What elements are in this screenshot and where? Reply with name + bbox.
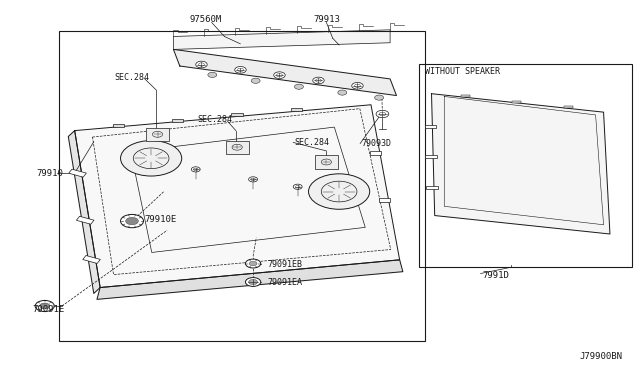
Circle shape [120, 214, 143, 228]
Circle shape [35, 301, 54, 311]
Circle shape [196, 61, 207, 68]
Circle shape [248, 279, 257, 285]
Polygon shape [173, 30, 390, 49]
Bar [513, 101, 522, 103]
Bar [83, 256, 100, 263]
Text: 79091EB: 79091EB [268, 260, 303, 269]
Polygon shape [75, 105, 399, 288]
Bar [172, 119, 184, 122]
Text: 97560M: 97560M [189, 15, 221, 24]
Text: SEC.284: SEC.284 [198, 115, 233, 124]
Polygon shape [68, 131, 100, 294]
Bar [426, 186, 438, 189]
Circle shape [208, 72, 217, 77]
Circle shape [293, 184, 302, 189]
Text: 79913: 79913 [314, 15, 340, 24]
Bar [426, 155, 437, 158]
Text: 79910E: 79910E [145, 215, 177, 224]
Bar [59, 31, 425, 341]
Text: 79091E: 79091E [32, 305, 64, 314]
Circle shape [235, 67, 246, 73]
Text: 79910: 79910 [36, 169, 63, 177]
Circle shape [352, 83, 364, 89]
Circle shape [294, 84, 303, 89]
Text: SEC.284: SEC.284 [115, 73, 150, 81]
Circle shape [248, 177, 257, 182]
Text: 79093D: 79093D [362, 139, 392, 148]
Bar [379, 198, 390, 202]
Circle shape [374, 95, 383, 100]
Circle shape [249, 261, 257, 266]
Bar [564, 106, 573, 109]
Circle shape [191, 167, 200, 172]
Text: SEC.284: SEC.284 [294, 138, 330, 147]
Circle shape [120, 141, 182, 176]
Polygon shape [97, 260, 403, 299]
Circle shape [125, 217, 138, 225]
Bar [461, 95, 470, 97]
Circle shape [246, 278, 260, 286]
Bar [315, 155, 338, 169]
Bar [231, 113, 243, 116]
Circle shape [251, 78, 260, 83]
Bar [226, 141, 248, 154]
Bar [76, 216, 94, 224]
Bar [146, 128, 169, 141]
Bar [425, 125, 436, 128]
Text: J79900BN: J79900BN [580, 352, 623, 361]
Text: WITHOUT SPEAKER: WITHOUT SPEAKER [425, 67, 500, 76]
Polygon shape [173, 49, 396, 96]
Bar [68, 169, 86, 177]
Circle shape [338, 90, 347, 95]
Bar [113, 124, 124, 127]
Bar [370, 151, 381, 155]
Circle shape [376, 110, 389, 118]
Circle shape [274, 72, 285, 78]
Circle shape [246, 259, 260, 268]
Circle shape [308, 174, 370, 209]
Circle shape [40, 303, 50, 309]
Polygon shape [431, 94, 610, 234]
Bar [419, 64, 632, 267]
Bar [291, 108, 302, 111]
Circle shape [313, 77, 324, 84]
Text: 7991D: 7991D [483, 271, 509, 280]
Text: 79091EA: 79091EA [268, 278, 303, 287]
